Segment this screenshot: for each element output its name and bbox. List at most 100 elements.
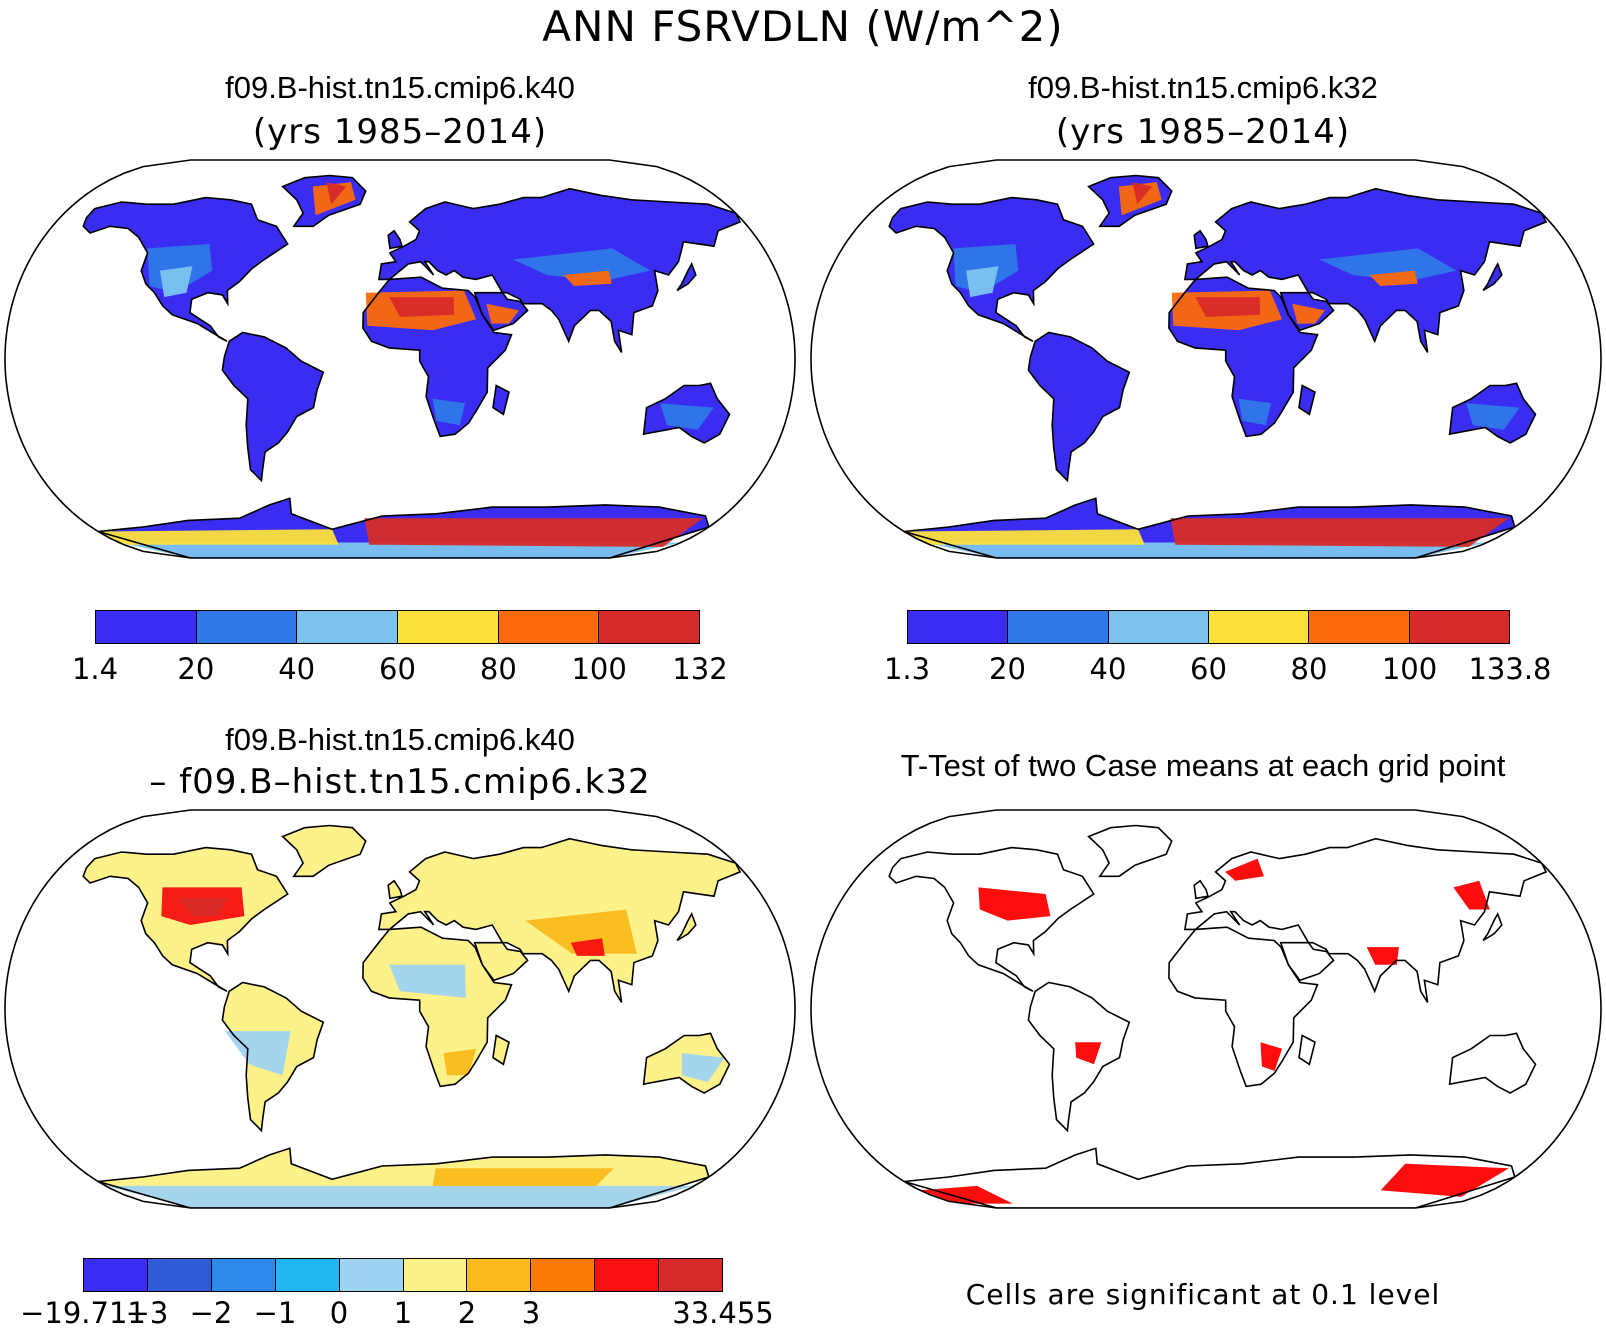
coastline-uk: [1193, 229, 1210, 250]
coastline-northAmerica: [82, 846, 289, 993]
field-patch: [432, 398, 466, 426]
colorbar-swatch: [211, 1259, 276, 1291]
coastline-uk: [1193, 879, 1210, 900]
coastline-africa: [362, 926, 513, 1088]
panel3-title: f09.B-hist.tn15.cmip6.k40: [225, 722, 575, 757]
colorbar-swatch: [1008, 611, 1109, 643]
coastline-australia: [1448, 382, 1537, 444]
field-patch: [660, 403, 714, 430]
field-patch: [513, 248, 651, 282]
colorbar-swatch: [96, 611, 197, 643]
colorbar-tick-label: 3: [521, 1296, 541, 1330]
field-patch: [920, 1185, 1013, 1204]
coastline-madagascar: [1298, 384, 1316, 416]
field-patch: [924, 542, 1488, 558]
colorbar-tick-label: 40: [1089, 652, 1127, 686]
field-patch: [432, 1168, 614, 1186]
colorbar-tick-label: 100: [571, 652, 627, 686]
coastline-madagascar: [1298, 1034, 1316, 1066]
field-patch: [1453, 880, 1490, 910]
land-uk: [1194, 230, 1208, 249]
colorbar-swatch: [403, 1259, 468, 1291]
panel1-colorbar-labels: 1.4 20 40 60 80 100 132: [72, 652, 728, 688]
coastline-eurasia: [1183, 187, 1548, 353]
field-patch: [1132, 182, 1153, 205]
coastline-southAmerica: [221, 331, 325, 483]
field-patch: [966, 266, 999, 298]
field-patch: [177, 898, 229, 917]
colorbar-swatch: [595, 1259, 660, 1291]
land-southAmerica: [1028, 332, 1130, 481]
coastline-southAmerica: [1027, 331, 1131, 483]
colorbar-swatch: [84, 1259, 148, 1291]
panel3-map: [4, 809, 796, 1209]
coastline-greenland: [281, 824, 367, 878]
field-patch: [525, 909, 637, 954]
field-patch: [389, 964, 466, 998]
field-patch: [326, 182, 347, 205]
land-uk: [388, 230, 402, 249]
field-patch: [1466, 403, 1520, 430]
field-patch: [1380, 1163, 1509, 1197]
coastline-madagascar: [492, 384, 510, 416]
coastline-southAmerica: [1027, 981, 1131, 1133]
panel1-title: f09.B-hist.tn15.cmip6.k40: [225, 70, 575, 105]
field-patch: [1292, 303, 1325, 324]
colorbar-swatch: [1208, 611, 1310, 643]
colorbar-swatch: [1309, 611, 1410, 643]
land-southAmerica: [222, 332, 324, 481]
land-arabia: [474, 942, 528, 981]
colorbar-tick-label: −3: [125, 1296, 169, 1330]
coastline-northAmerica: [888, 196, 1095, 343]
field-patch: [118, 542, 682, 558]
field-patch: [443, 1048, 477, 1076]
field-patch: [105, 1185, 695, 1208]
panel2-subtitle: (yrs 1985–2014): [1055, 112, 1351, 152]
coastline-africa: [1168, 926, 1319, 1088]
panel3-colorbar: [83, 1258, 723, 1292]
colorbar-swatch: [599, 611, 700, 643]
land-eurasia: [1184, 838, 1547, 1003]
coastline-madagascar: [492, 1034, 510, 1066]
colorbar-swatch: [531, 1259, 596, 1291]
colorbar-swatch: [275, 1259, 340, 1291]
coastline-greenland: [1087, 174, 1173, 228]
land-arabia: [1280, 942, 1334, 981]
colorbar-swatch: [398, 611, 499, 643]
panel4-map: [810, 809, 1602, 1209]
colorbar-swatch: [467, 1259, 532, 1291]
map-outline: [810, 159, 1602, 559]
field-patch: [364, 518, 703, 547]
coastline-greenland: [1087, 824, 1173, 878]
coastline-eurasia: [1183, 837, 1548, 1003]
colorbar-tick-label: 1.4: [71, 652, 119, 686]
panel1-colorbar: [95, 610, 700, 644]
colorbar-swatch: [196, 611, 298, 643]
colorbar-swatch: [297, 611, 399, 643]
coastline-northAmerica: [82, 196, 289, 343]
colorbar-tick-label: 132: [672, 652, 728, 686]
field-patch: [160, 266, 193, 298]
colorbar-swatch: [498, 611, 600, 643]
field-patch: [1075, 1042, 1102, 1065]
colorbar-swatch: [339, 1259, 404, 1291]
panel3-subtitle: – f09.B–hist.tn15.cmip6.k32: [149, 762, 651, 802]
field-patch: [486, 303, 519, 324]
panel2-colorbar: [907, 610, 1510, 644]
colorbar-swatch: [147, 1259, 212, 1291]
colorbar-tick-label: 60: [379, 652, 416, 686]
coastline-uk: [387, 229, 404, 250]
field-patch: [1225, 858, 1264, 881]
map-outline: [810, 809, 1602, 1209]
colorbar-tick-label: 40: [278, 652, 316, 686]
panel1-subtitle: (yrs 1985–2014): [252, 112, 548, 152]
field-patch: [1195, 297, 1261, 317]
panel3-colorbar-labels: −19.711 −3 −2 −1 0 1 2 3 33.455: [20, 1296, 774, 1332]
coastline-japan: [676, 911, 697, 942]
map-outline: [4, 159, 796, 559]
coastline-uk: [387, 879, 404, 900]
field-patch: [904, 529, 1145, 545]
colorbar-tick-label: 100: [1381, 652, 1438, 686]
coastline-japan: [676, 261, 697, 292]
coastline-eurasia: [377, 187, 742, 353]
